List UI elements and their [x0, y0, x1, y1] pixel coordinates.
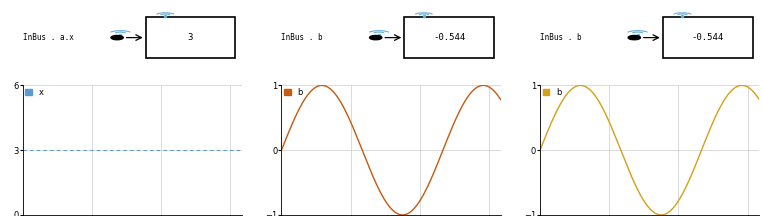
FancyBboxPatch shape	[404, 17, 494, 58]
Text: 3: 3	[188, 33, 193, 43]
Text: -0.544: -0.544	[691, 33, 724, 43]
Legend: b: b	[283, 87, 304, 98]
Circle shape	[628, 35, 640, 40]
FancyBboxPatch shape	[146, 17, 236, 58]
Text: InBus . a.x: InBus . a.x	[23, 33, 74, 42]
Circle shape	[111, 35, 124, 40]
Circle shape	[369, 35, 382, 40]
Text: -0.544: -0.544	[433, 33, 465, 43]
Legend: b: b	[542, 87, 562, 98]
Text: InBus . b: InBus . b	[282, 33, 323, 42]
FancyBboxPatch shape	[663, 17, 752, 58]
Text: InBus . b: InBus . b	[540, 33, 581, 42]
Legend: x: x	[24, 87, 44, 98]
